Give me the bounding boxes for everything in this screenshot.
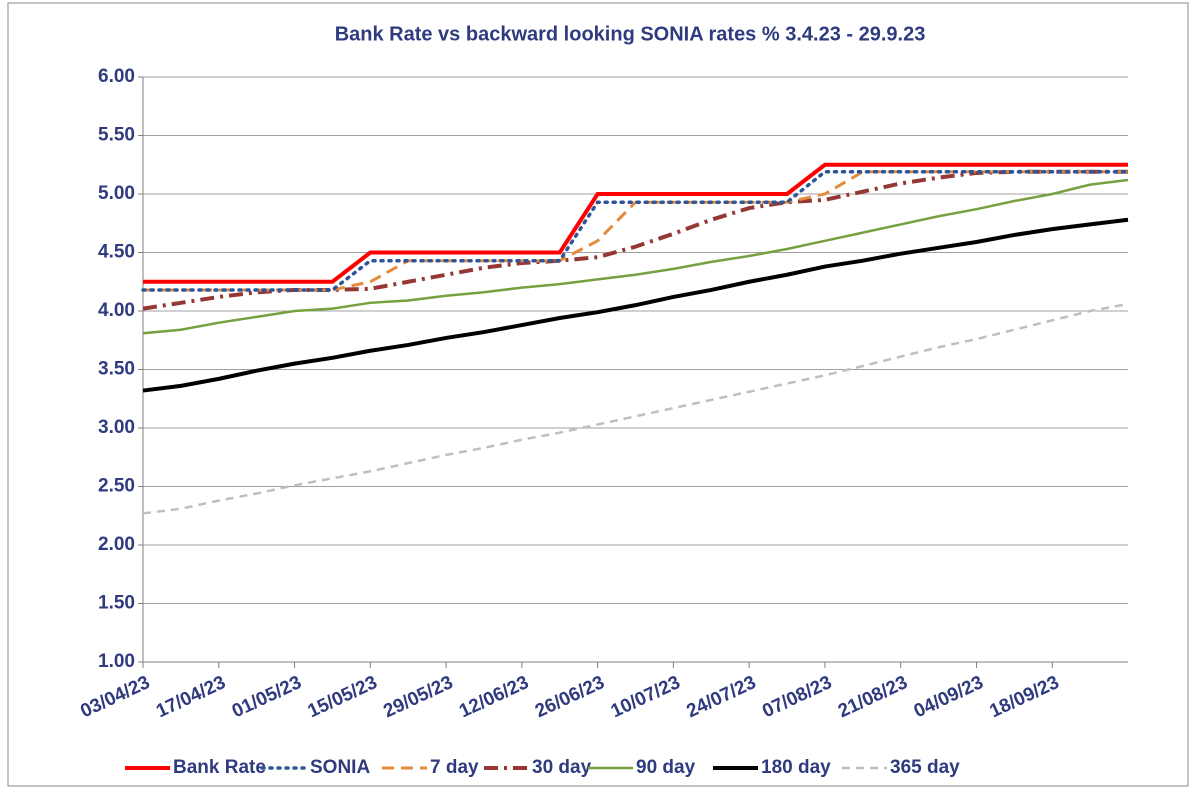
series-line [142, 217, 1129, 393]
series-line [143, 162, 1128, 284]
y-tick-label: 3.00 [98, 417, 135, 438]
y-tick-label: 1.50 [98, 593, 135, 614]
legend-label: 90 day [636, 757, 696, 778]
legend-label: 30 day [532, 757, 592, 778]
y-tick-label: 3.50 [98, 359, 135, 380]
legend-label: 180 day [761, 757, 831, 778]
y-tick-label: 4.50 [98, 242, 135, 263]
y-tick-label: 5.00 [98, 183, 135, 204]
y-tick-label: 2.00 [98, 534, 135, 555]
y-tick-label: 2.50 [98, 476, 135, 497]
y-tick-label: 6.00 [98, 66, 135, 87]
legend-label: 7 day [430, 757, 479, 778]
series-line [142, 178, 1129, 335]
y-tick-label: 4.00 [98, 300, 135, 321]
series-line [142, 169, 1128, 311]
legend-label: 365 day [890, 757, 960, 778]
chart-border [7, 2, 1189, 787]
series-line [141, 170, 1130, 292]
legend-label: SONIA [310, 757, 370, 778]
y-tick-label: 1.00 [98, 651, 135, 672]
legend-label: Bank Rate [173, 757, 266, 778]
chart-title: Bank Rate vs backward looking SONIA rate… [335, 23, 926, 45]
y-tick-label: 5.50 [98, 125, 135, 146]
